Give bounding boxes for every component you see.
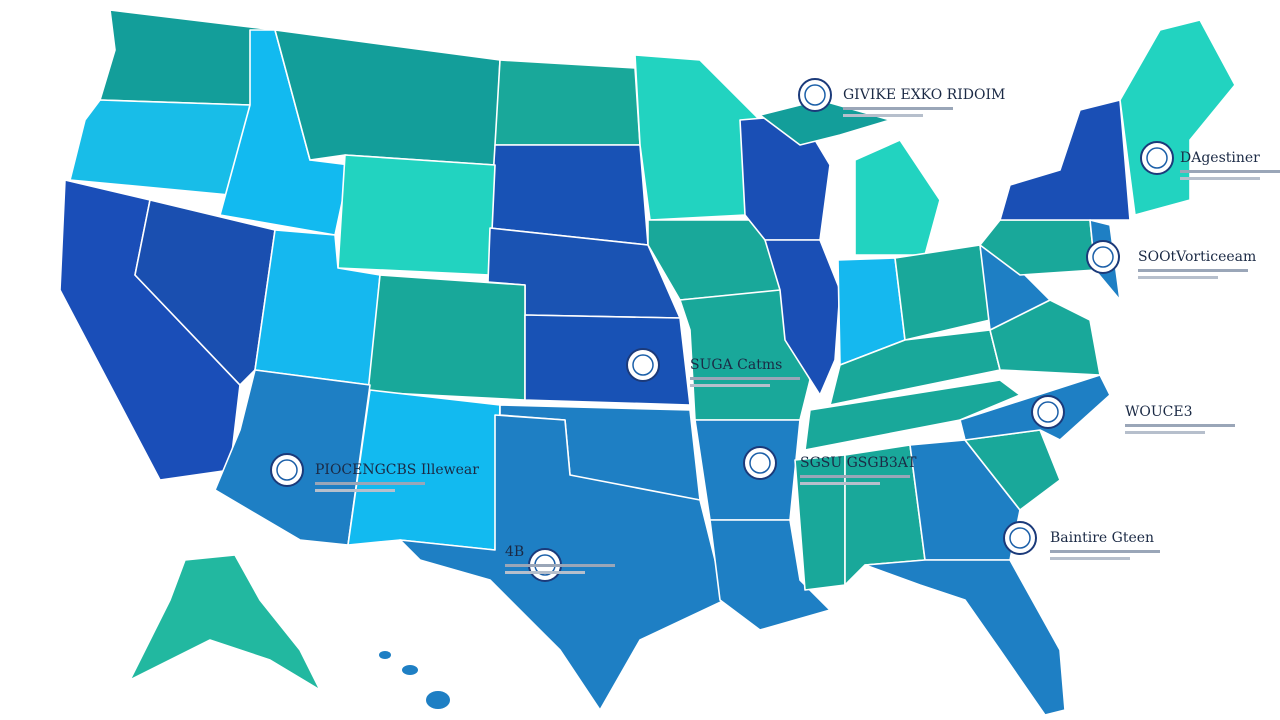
state (367, 274, 526, 401)
marker-subtext (1180, 170, 1280, 173)
marker-label: Baintire Gteen (1050, 530, 1154, 546)
marker-label: WOUCE3 (1125, 404, 1193, 420)
marker-subtext (843, 114, 923, 117)
marker-icon-inner (1146, 147, 1168, 169)
state (337, 154, 496, 276)
marker-subtext (505, 564, 615, 567)
marker-subtext (690, 377, 800, 380)
marker-label: PIOCENGCBS Illewear (315, 462, 479, 478)
state (99, 9, 276, 106)
state (989, 299, 1101, 376)
marker-label: GIVIKE EXKO RIDOIM (843, 87, 1005, 103)
states (59, 9, 1236, 716)
marker-label: SOOtVorticeeam (1138, 249, 1256, 265)
marker-label: 4B (505, 544, 524, 560)
state (764, 239, 841, 396)
marker-icon-inner (1092, 246, 1114, 268)
marker-subtext (800, 475, 910, 478)
hawaii (379, 651, 391, 659)
marker-icon-inner (632, 354, 654, 376)
marker-icon-inner (276, 459, 298, 481)
marker-subtext (843, 107, 953, 110)
marker-icon (1031, 395, 1065, 429)
marker-subtext (1125, 424, 1235, 427)
marker-label: SUGA Catms (690, 357, 782, 373)
marker-icon (626, 348, 660, 382)
marker-label: DAgestiner (1180, 150, 1260, 166)
marker-icon (1140, 141, 1174, 175)
state (69, 99, 251, 196)
marker-icon-inner (1037, 401, 1059, 423)
marker-subtext (315, 482, 425, 485)
labels: GIVIKE EXKO RIDOIM DAgestiner SOOtVorticee… (270, 78, 1280, 582)
marker-icon-inner (804, 84, 826, 106)
state (804, 379, 1021, 451)
state (494, 59, 641, 146)
state (399, 414, 726, 711)
state (894, 244, 991, 341)
marker-subtext (800, 482, 880, 485)
marker-icon (743, 446, 777, 480)
state (854, 139, 941, 256)
marker-icon (798, 78, 832, 112)
alaska (129, 554, 321, 691)
marker-subtext (1050, 550, 1160, 553)
marker-subtext (1138, 276, 1218, 279)
hawaii (402, 665, 418, 675)
marker-icon (1003, 521, 1037, 555)
state (524, 314, 691, 406)
hawaii (426, 691, 450, 709)
marker-subtext (1138, 269, 1248, 272)
marker-subtext (505, 571, 585, 574)
state (134, 199, 276, 386)
marker-icon-inner (749, 452, 771, 474)
state (1119, 19, 1236, 216)
marker-icon (1086, 240, 1120, 274)
marker-icon (270, 453, 304, 487)
marker-subtext (315, 489, 395, 492)
state (709, 519, 831, 631)
marker-subtext (1180, 177, 1260, 180)
marker-subtext (690, 384, 770, 387)
marker-label: SGSU GSGB3AT (800, 455, 917, 471)
state (864, 559, 1066, 716)
state (274, 29, 501, 166)
marker-subtext (1125, 431, 1205, 434)
marker-icon-inner (1009, 527, 1031, 549)
state (999, 99, 1131, 221)
marker-subtext (1050, 557, 1130, 560)
